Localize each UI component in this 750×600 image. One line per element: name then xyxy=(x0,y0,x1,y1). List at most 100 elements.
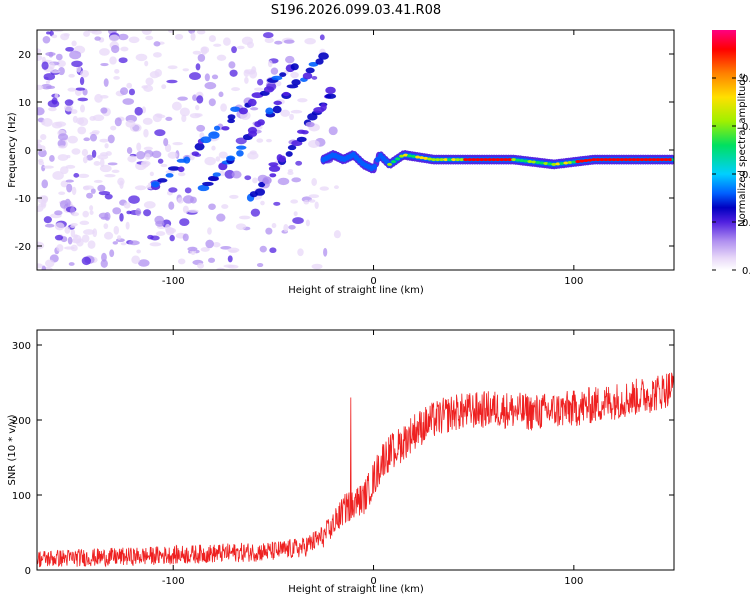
spectrogram-blob xyxy=(118,33,129,41)
spectrogram-blob xyxy=(491,158,497,162)
spectrogram-blob xyxy=(135,208,142,217)
spectrogram-blob xyxy=(221,126,230,131)
spectrogram-blob xyxy=(141,30,152,35)
spectrogram-blob xyxy=(99,138,109,143)
spectrogram-blob xyxy=(82,185,94,190)
spectrogram-blob xyxy=(123,202,131,209)
spectrogram-blob xyxy=(183,156,191,164)
spectrogram-blob xyxy=(215,156,221,162)
spectrogram-blob xyxy=(200,136,212,144)
spectrogram-blob xyxy=(71,148,81,155)
spectrogram-blob xyxy=(290,199,299,204)
spectrogram-blob xyxy=(151,150,162,159)
spectrogram-blob xyxy=(105,151,112,157)
spectrogram-blob xyxy=(303,199,310,205)
spectrogram-blob xyxy=(259,245,267,253)
spectrogram-blob xyxy=(111,169,120,174)
spectrogram-blob xyxy=(103,78,109,87)
spectrogram-blob xyxy=(288,225,296,230)
spectrogram-blob xyxy=(94,93,103,103)
snr-frame xyxy=(36,329,675,571)
spectrogram-blob xyxy=(273,100,282,106)
spectrogram-blob xyxy=(290,71,299,79)
spectrogram-blob xyxy=(451,158,457,162)
spectrogram-blob xyxy=(308,194,320,199)
spectrogram-blob xyxy=(304,38,316,45)
spectrogram-blob xyxy=(204,81,217,90)
spectrogram-blob xyxy=(99,164,112,173)
spectrogram-blob xyxy=(250,107,259,111)
spectrogram-blob xyxy=(81,148,89,157)
spectrogram-blob xyxy=(285,55,295,64)
spectrogram-blob xyxy=(254,188,266,196)
spectrogram-blob xyxy=(407,154,413,158)
spectrogram-blob xyxy=(120,46,129,52)
spectrogram-blob xyxy=(51,34,58,39)
spectrogram-blob xyxy=(619,158,625,162)
snr-xtick-label: -100 xyxy=(162,576,185,587)
spectrogram-blob xyxy=(174,33,184,40)
snr-ytick-label: 200 xyxy=(12,416,31,427)
spectrogram-blob xyxy=(523,159,529,163)
spectrogram-blob xyxy=(196,95,204,104)
spectrogram-blob xyxy=(200,247,210,252)
spectrogram-xtick-label: 100 xyxy=(564,276,583,287)
spectrogram-blob xyxy=(290,63,299,71)
spectrogram-blob xyxy=(114,117,122,127)
spectrogram-blob xyxy=(229,194,239,199)
colorbar-label: Normalized spectral amplitude xyxy=(737,73,748,227)
spectrogram-blob xyxy=(182,233,189,242)
spectrogram-blob xyxy=(76,117,85,125)
spectrogram-blob xyxy=(43,216,52,224)
spectrogram-blob xyxy=(236,150,244,157)
spectrogram-blob xyxy=(268,165,281,172)
spectrogram-blob xyxy=(583,159,589,163)
spectrogram-ylabel: Frequency (Hz) xyxy=(7,112,18,188)
spectrogram-blob xyxy=(128,195,140,204)
spectrogram-blob xyxy=(54,222,65,231)
spectrogram-blob xyxy=(328,126,338,136)
spectrogram-blob xyxy=(287,171,294,176)
spectrogram-blob xyxy=(127,155,137,163)
spectrogram-blob xyxy=(296,136,307,143)
colorbar-tick-label: 0.4 xyxy=(742,170,750,181)
spectrogram-blob xyxy=(135,53,148,62)
spectrogram-blob xyxy=(37,139,43,143)
spectrogram-blob xyxy=(547,162,553,166)
spectrogram-blob xyxy=(128,240,140,246)
spectrogram-blob xyxy=(41,61,49,70)
spectrogram-blob xyxy=(149,171,154,177)
spectrogram-blob xyxy=(543,161,549,165)
spectrogram-blob xyxy=(265,227,273,235)
spectrogram-blob xyxy=(100,259,108,268)
spectrogram-blob xyxy=(107,162,118,166)
colorbar-gradient xyxy=(712,30,736,270)
snr-ytick-label: 300 xyxy=(12,341,31,352)
spectrogram-blob xyxy=(109,249,115,258)
spectrogram-blob xyxy=(179,107,190,117)
spectrogram-blob xyxy=(227,114,236,120)
spectrogram-blob xyxy=(216,267,226,270)
spectrogram-blob xyxy=(667,158,673,162)
spectrogram-blob xyxy=(211,74,219,80)
spectrogram-blob xyxy=(149,71,160,79)
spectrogram-blob xyxy=(258,181,266,188)
spectrogram-blob xyxy=(230,106,241,112)
spectrogram-blob xyxy=(143,209,152,217)
snr-plot-area xyxy=(37,330,674,570)
spectrogram-blob xyxy=(168,201,175,210)
spectrogram-blob xyxy=(515,158,521,162)
spectrogram-blob xyxy=(220,103,227,112)
spectrogram-blob xyxy=(59,200,69,209)
spectrogram-blob xyxy=(200,46,208,55)
spectrogram-xlabel: Height of straight line (km) xyxy=(288,285,424,296)
spectrogram-blob xyxy=(81,234,90,243)
spectrogram-blob xyxy=(49,155,55,162)
spectrogram-blob xyxy=(143,128,149,138)
spectrogram-blob xyxy=(531,160,537,164)
spectrogram-blob xyxy=(100,107,108,114)
spectrogram-blob xyxy=(246,41,255,49)
spectrogram-blob xyxy=(527,160,533,164)
